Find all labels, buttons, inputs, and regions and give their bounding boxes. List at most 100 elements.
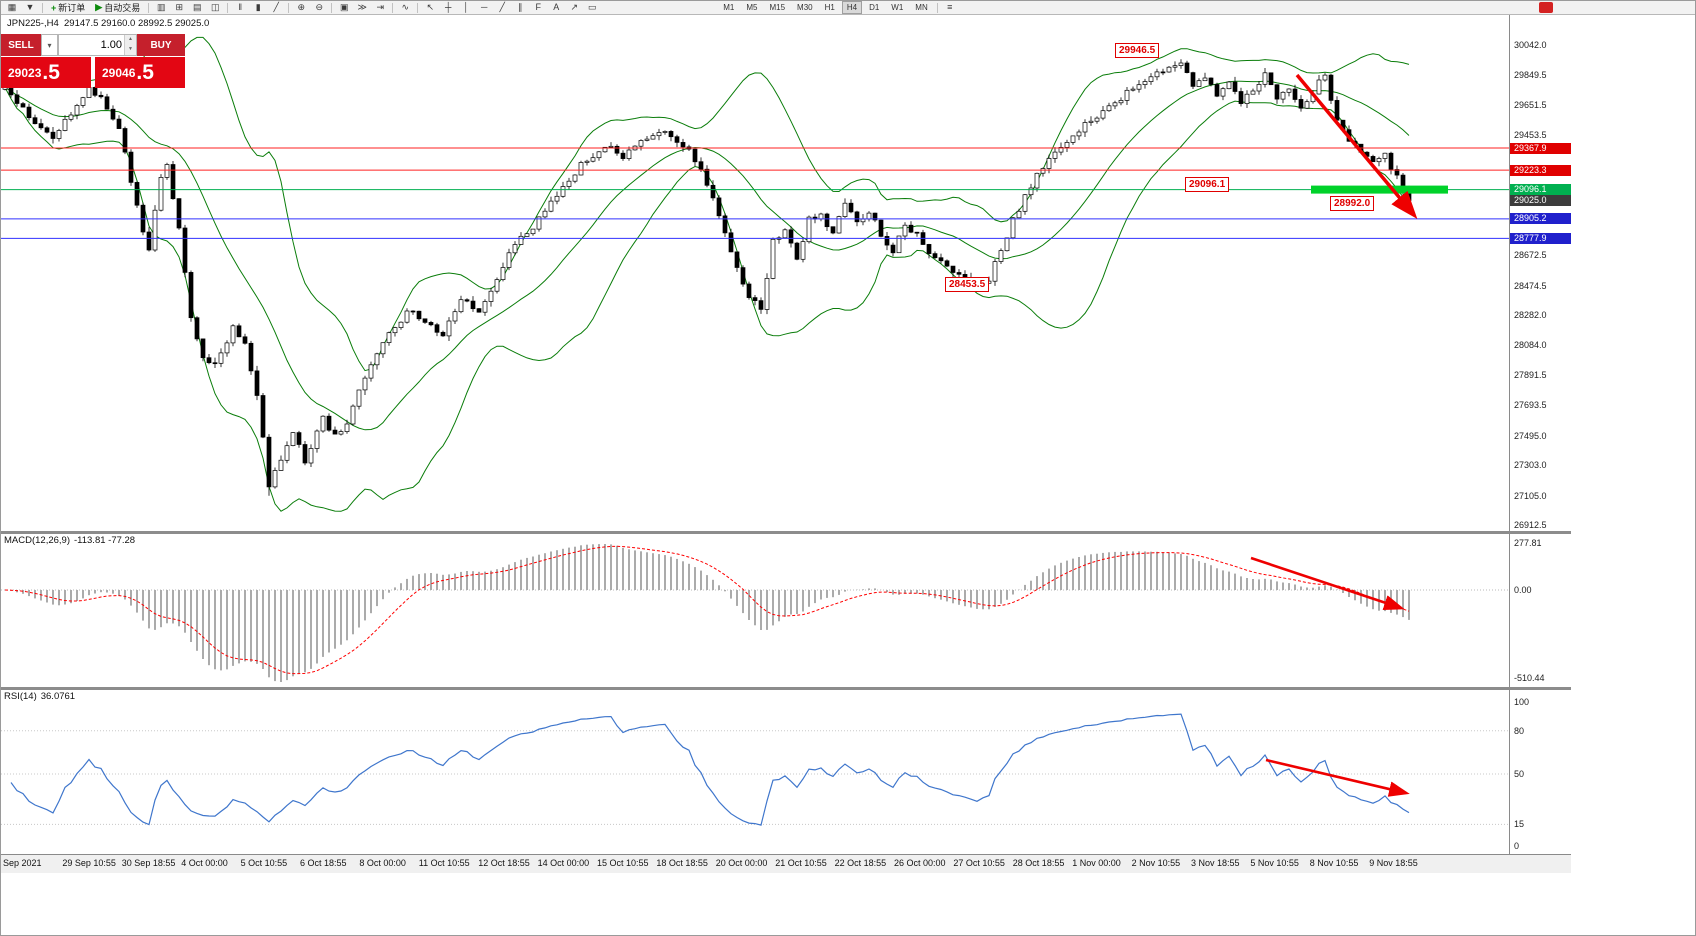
arrow-objects-icon[interactable]: ↗ (570, 1, 578, 12)
candle-body (164, 164, 170, 178)
auto-trading-button[interactable]: ▶ 自动交易 (92, 2, 143, 14)
buy-button[interactable]: BUY (137, 34, 185, 56)
terminal-icon[interactable]: ◫ (210, 1, 220, 12)
chart-shift-icon[interactable]: ⇥ (376, 1, 384, 12)
rsi-axis[interactable]: 100 80 50 15 0 (1509, 690, 1571, 854)
timeframe-button-m1[interactable]: M1 (723, 3, 735, 12)
candle-body (860, 218, 866, 223)
timeframe-button-mn[interactable]: MN (915, 3, 928, 12)
price-annotation-label[interactable]: 29096.1 (1185, 177, 1230, 192)
candle-body (386, 332, 392, 343)
price-tick: 27105.0 (1514, 490, 1547, 501)
vertical-line-icon[interactable]: │ (463, 1, 470, 12)
timeframe-button-h4[interactable]: H4 (841, 1, 863, 14)
price-annotation-label[interactable]: 28453.5 (945, 277, 990, 292)
price-level-chip: 28777.9 (1510, 232, 1571, 244)
alert-icon[interactable] (1539, 2, 1553, 13)
shapes-icon[interactable]: ▭ (587, 1, 597, 12)
navigator-icon[interactable]: ▤ (192, 1, 202, 12)
candle-body (884, 236, 890, 246)
candle-body (1136, 84, 1142, 90)
auto-scroll-icon[interactable]: ≫ (357, 1, 367, 12)
indicators-icon[interactable]: ∿ (401, 1, 409, 12)
zoom-in-icon[interactable]: ⊕ (297, 1, 305, 12)
data-window-icon[interactable]: ⊞ (175, 1, 183, 12)
chart-profiles-icon[interactable]: ▼ (25, 1, 35, 12)
macd-axis[interactable]: 277.81 0.00 -510.44 (1509, 534, 1571, 687)
green-highlight-bar[interactable] (1311, 185, 1448, 194)
zoom-out-icon[interactable]: ⊖ (315, 1, 323, 12)
price-annotation-label[interactable]: 29946.5 (1115, 43, 1160, 58)
panel-separator[interactable] (1, 687, 1571, 690)
candle-body (1256, 84, 1262, 92)
order-options-dropdown[interactable]: ▾ (41, 34, 58, 56)
main-chart-canvas[interactable] (1, 15, 1509, 531)
text-label-icon[interactable]: A (553, 1, 560, 12)
cursor-icon[interactable]: ↖ (426, 1, 434, 12)
trend-arrow[interactable] (1250, 556, 1405, 611)
fibonacci-icon[interactable]: F (535, 1, 541, 12)
candle-body (1238, 91, 1244, 104)
volume-input[interactable] (59, 35, 124, 55)
rsi-axis-label: 50 (1514, 769, 1525, 779)
rsi-panel[interactable]: RSI(14) 36.0761 (1, 690, 1509, 854)
new-order-icon: + (51, 2, 57, 13)
panel-separator[interactable] (1, 531, 1571, 534)
time-tick: 9 Nov 18:55 (1369, 858, 1418, 868)
main-chart-panel[interactable]: JPN225-,H4 29147.5 29160.0 28992.5 29025… (1, 15, 1509, 531)
trendline-icon[interactable]: ╱ (499, 1, 505, 12)
new-order-button[interactable]: + 新订单 (48, 2, 88, 14)
candle-body (206, 357, 212, 364)
auto-trading-icon: ▶ (95, 2, 103, 12)
horizontal-line-icon[interactable]: ─ (481, 1, 488, 12)
trend-arrow[interactable] (1265, 758, 1410, 797)
candle-body (1148, 76, 1154, 82)
macd-canvas[interactable] (1, 534, 1509, 687)
sell-price-display[interactable]: 29023.5 (1, 57, 91, 88)
candle-body (152, 209, 158, 251)
rsi-axis-label: 80 (1514, 725, 1525, 736)
indicator-list-icon[interactable]: ≡ (947, 1, 953, 12)
macd-panel[interactable]: MACD(12,26,9) -113.81 -77.28 (1, 534, 1509, 687)
time-axis[interactable]: Sep 2021 29 Sep 10:55 30 Sep 18:55 4 Oct 00… (1, 854, 1571, 873)
timeframe-button-m30[interactable]: M30 (797, 3, 813, 12)
price-annotation-label[interactable]: 28992.0 (1330, 196, 1375, 211)
candle-body (782, 229, 788, 239)
crosshair-icon[interactable]: ┼ (445, 1, 452, 12)
rsi-canvas[interactable] (1, 690, 1509, 854)
volume-spinner: ▲ ▼ (124, 35, 136, 55)
candle-body (1064, 142, 1070, 148)
timeframe-button-m5[interactable]: M5 (746, 3, 758, 12)
line-chart-icon[interactable]: ╱ (273, 1, 279, 12)
sell-button[interactable]: SELL (1, 34, 41, 56)
price-axis[interactable]: 30042.0 29849.5 29651.5 29453.5 28672.5 28474… (1509, 15, 1571, 531)
candle-body (1202, 77, 1208, 82)
candle-body (1382, 152, 1388, 159)
timeframe-button-d1[interactable]: D1 (869, 3, 880, 12)
new-chart-icon[interactable]: ▦ (7, 1, 17, 12)
rsi-line (10, 713, 1410, 826)
price-tick: 29651.5 (1514, 100, 1547, 110)
candle-body (62, 118, 68, 131)
time-tick: 30 Sep 18:55 (121, 858, 176, 868)
buy-price-display[interactable]: 29046.5 (95, 57, 185, 88)
time-tick: 3 Nov 18:55 (1191, 858, 1240, 868)
candle-body (272, 470, 278, 488)
timeframe-button-h1[interactable]: H1 (824, 3, 835, 12)
candlestick-chart-icon[interactable]: ▮ (255, 1, 261, 12)
toolbar-separator (42, 2, 43, 13)
volume-increase-button[interactable]: ▲ (125, 35, 136, 45)
bar-chart-icon[interactable]: ‖ (238, 1, 243, 12)
candle-body (1004, 237, 1010, 252)
candle-body (1214, 84, 1220, 97)
candle-body (998, 250, 1004, 262)
volume-decrease-button[interactable]: ▼ (125, 45, 136, 55)
trend-arrow[interactable] (1295, 73, 1418, 220)
candle-body (716, 197, 722, 217)
tile-windows-icon[interactable]: ▣ (339, 1, 349, 12)
market-watch-icon[interactable]: ▥ (156, 1, 166, 12)
candle-body (26, 106, 32, 119)
timeframe-button-m15[interactable]: M15 (769, 3, 786, 12)
channel-icon[interactable]: ∥ (517, 1, 523, 12)
timeframe-button-w1[interactable]: W1 (891, 3, 904, 12)
